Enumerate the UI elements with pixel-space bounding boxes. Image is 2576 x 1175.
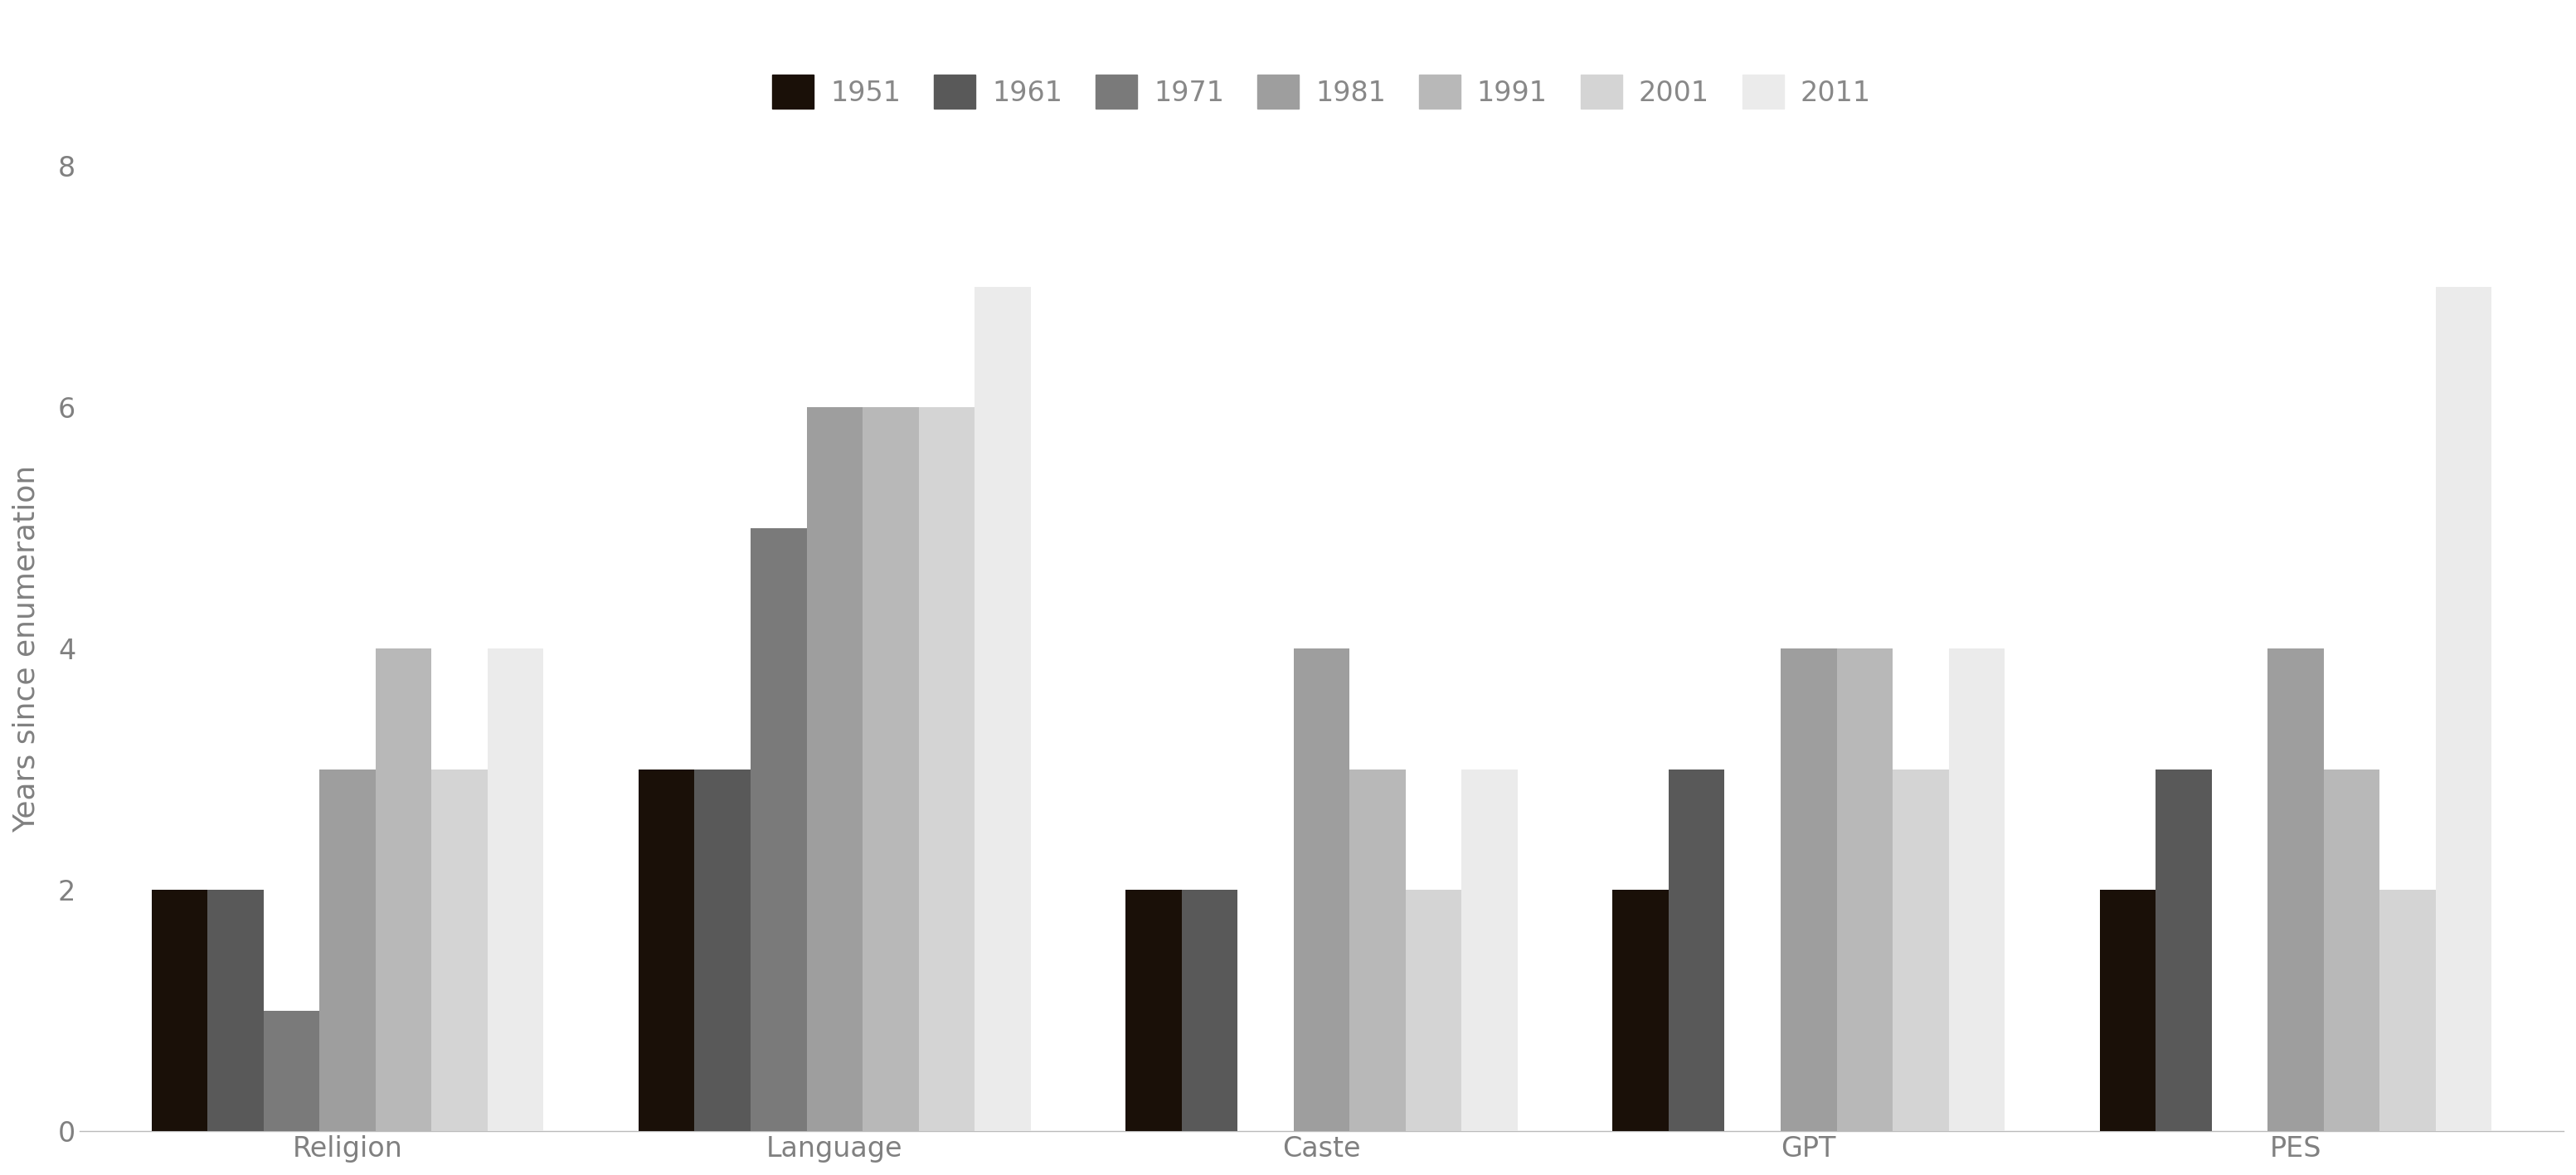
Bar: [1893, 770, 1947, 1132]
Bar: [1182, 889, 1236, 1132]
Bar: [1126, 889, 1182, 1132]
Bar: [1406, 889, 1461, 1132]
Bar: [2437, 287, 2491, 1132]
Bar: [639, 770, 696, 1132]
Bar: [1613, 889, 1669, 1132]
Bar: [863, 408, 920, 1132]
Bar: [750, 528, 806, 1132]
Legend: 1951, 1961, 1971, 1981, 1991, 2001, 2011: 1951, 1961, 1971, 1981, 1991, 2001, 2011: [760, 63, 1883, 120]
Bar: [1461, 770, 1517, 1132]
Bar: [2380, 889, 2437, 1132]
Bar: [2156, 770, 2213, 1132]
Bar: [433, 770, 487, 1132]
Bar: [1780, 649, 1837, 1132]
Y-axis label: Years since enumeration: Years since enumeration: [13, 465, 41, 832]
Bar: [974, 287, 1030, 1132]
Bar: [319, 770, 376, 1132]
Bar: [209, 889, 263, 1132]
Bar: [263, 1010, 319, 1132]
Bar: [2267, 649, 2324, 1132]
Bar: [1293, 649, 1350, 1132]
Bar: [152, 889, 209, 1132]
Bar: [920, 408, 974, 1132]
Bar: [2324, 770, 2380, 1132]
Bar: [1947, 649, 2004, 1132]
Bar: [696, 770, 750, 1132]
Bar: [806, 408, 863, 1132]
Bar: [1837, 649, 1893, 1132]
Bar: [376, 649, 433, 1132]
Bar: [1669, 770, 1726, 1132]
Bar: [487, 649, 544, 1132]
Bar: [1350, 770, 1406, 1132]
Bar: [2099, 889, 2156, 1132]
